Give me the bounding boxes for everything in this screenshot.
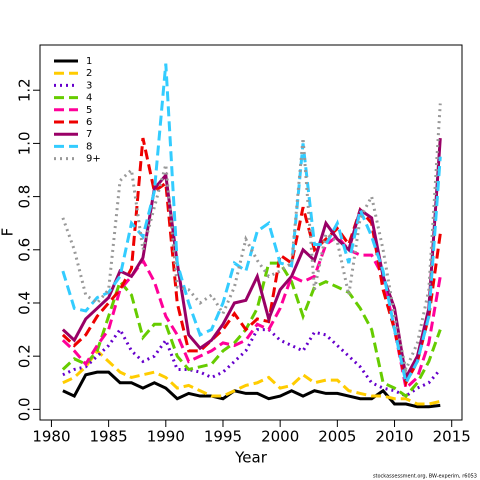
legend-label: 4: [86, 93, 92, 104]
y-tick-label: 1.2: [16, 78, 34, 102]
y-tick-label: 0.0: [16, 397, 34, 421]
series-line: [61, 234, 442, 392]
x-tick-label: 2010: [375, 428, 413, 446]
series-line: [61, 137, 442, 383]
legend-label: 5: [86, 105, 92, 116]
x-tick-label: 2015: [433, 428, 471, 446]
legend-label: 9+: [86, 154, 101, 165]
x-tick-label: 2005: [318, 428, 356, 446]
plot-box: [39, 44, 463, 421]
legend-label: 6: [86, 117, 92, 128]
x-axis-label: Year: [234, 449, 268, 467]
x-tick-label: 1990: [147, 428, 185, 446]
series-line: [61, 137, 442, 388]
footnote: stockassessment.org, BW-experim, r6053: [373, 474, 477, 480]
series-line: [62, 370, 441, 409]
y-axis-label: F: [0, 228, 17, 237]
legend-label: 1: [86, 56, 92, 67]
x-tick-label: 2000: [261, 428, 299, 446]
legend-label: 7: [86, 129, 92, 140]
series-line: [61, 103, 442, 375]
series-line: [62, 326, 442, 398]
legend-label: 2: [86, 68, 92, 79]
legend-label: 8: [86, 141, 92, 152]
x-tick-label: 1995: [204, 428, 242, 446]
y-tick-label: 0.6: [16, 238, 34, 262]
x-tick-label: 1985: [90, 428, 128, 446]
y-tick-label: 0.2: [16, 344, 34, 368]
legend-label: 3: [86, 80, 92, 91]
x-tick-label: 1980: [32, 428, 70, 446]
series-line: [62, 348, 441, 406]
series-line: [61, 261, 442, 399]
y-tick-label: 0.8: [16, 185, 34, 209]
series-line: [61, 63, 442, 388]
y-tick-label: 1.0: [16, 131, 34, 155]
y-tick-label: 0.4: [16, 291, 34, 315]
